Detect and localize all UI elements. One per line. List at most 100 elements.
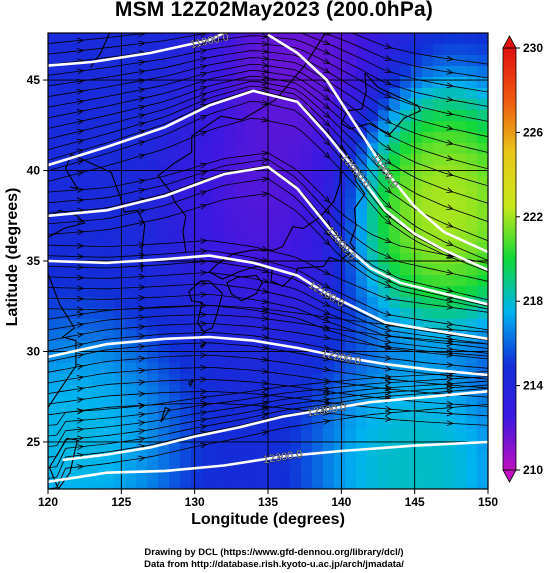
field-cell (411, 77, 423, 89)
field-cell (367, 220, 379, 232)
field-cell (81, 473, 93, 485)
field-cell (477, 143, 488, 155)
field-cell (279, 242, 291, 254)
field-cell (125, 286, 137, 298)
field-cell (158, 209, 170, 221)
wind-arrow (199, 92, 208, 99)
field-cell (411, 484, 423, 489)
field-cell (422, 198, 434, 210)
field-cell (257, 462, 269, 474)
wind-arrow (323, 58, 331, 64)
wind-arrow (261, 267, 269, 274)
wind-arrow (323, 388, 331, 394)
field-cell (400, 132, 412, 144)
field-cell (268, 154, 280, 166)
field-cell (268, 66, 280, 78)
field-cell (202, 473, 214, 485)
field-cell (378, 143, 390, 155)
field-cell (312, 385, 324, 397)
field-cell (422, 66, 434, 78)
field-cell (180, 275, 192, 287)
wind-arrow (323, 39, 331, 45)
wind-arrow (138, 78, 146, 85)
field-cell (367, 154, 379, 166)
field-cell (158, 231, 170, 243)
field-cell (356, 99, 368, 111)
wind-arrow (384, 67, 393, 74)
field-cell (312, 33, 324, 45)
wind-arrow (261, 99, 269, 106)
field-cell (92, 484, 104, 489)
field-cell (389, 341, 401, 353)
field-cell (367, 77, 379, 89)
field-cell (301, 308, 313, 320)
field-cell (257, 44, 269, 56)
field-cell (466, 440, 478, 452)
field-cell (356, 385, 368, 397)
field-cell (213, 308, 225, 320)
field-cell (378, 176, 390, 188)
field-cell (158, 396, 170, 408)
field-cell (268, 286, 280, 298)
field-cell (444, 396, 456, 408)
field-cell (169, 77, 181, 89)
wind-arrow (446, 320, 454, 327)
field-cell (59, 484, 71, 489)
field-cell (444, 187, 456, 199)
field-cell (466, 396, 478, 408)
field-cell (103, 99, 115, 111)
field-cell (114, 33, 126, 45)
field-cell (125, 242, 137, 254)
field-cell (301, 429, 313, 441)
wind-arrow (138, 153, 146, 160)
field-cell (213, 132, 225, 144)
field-cell (466, 176, 478, 188)
field-cell (48, 77, 60, 89)
field-cell (235, 198, 247, 210)
wind-arrow (446, 124, 454, 131)
field-cell (389, 44, 401, 56)
wind-arrow (138, 324, 146, 331)
field-cell (246, 88, 258, 100)
field-cell (257, 396, 269, 408)
field-cell (224, 99, 236, 111)
wind-arrow (76, 109, 85, 115)
field-cell (323, 198, 335, 210)
field-cell (433, 209, 445, 221)
field-cell (158, 286, 170, 298)
field-cell (246, 143, 258, 155)
wind-arrow (446, 400, 454, 407)
field-cell (202, 143, 214, 155)
field-cell (268, 341, 280, 353)
field-cell (202, 341, 214, 353)
field-cell (466, 209, 478, 221)
field-cell (356, 440, 368, 452)
coastline (188, 280, 224, 333)
wind-arrow (76, 306, 85, 313)
field-cell (433, 418, 445, 430)
wind-arrow (199, 98, 208, 105)
field-cell (147, 429, 159, 441)
field-cell (400, 198, 412, 210)
field-cell (477, 44, 488, 56)
field-cell (444, 176, 456, 188)
y-tick-label: 45 (27, 73, 41, 87)
field-cell (334, 297, 346, 309)
field-cell (114, 44, 126, 56)
field-cell (455, 286, 467, 298)
field-cell (279, 385, 291, 397)
field-cell (59, 121, 71, 133)
field-cell (290, 99, 302, 111)
field-cell (323, 341, 335, 353)
field-cell (92, 440, 104, 452)
field-cell (114, 154, 126, 166)
field-cell (367, 451, 379, 463)
field-cell (246, 308, 258, 320)
field-cell (345, 319, 357, 331)
field-cell (433, 154, 445, 166)
field-cell (81, 66, 93, 78)
field-cell (235, 132, 247, 144)
field-cell (48, 275, 60, 287)
wind-arrow (323, 317, 331, 323)
field-cell (466, 429, 478, 441)
